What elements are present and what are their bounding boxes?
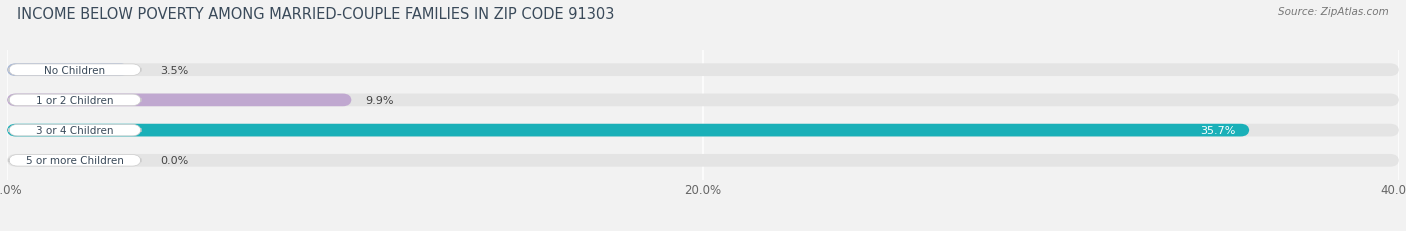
FancyBboxPatch shape <box>7 154 1399 167</box>
FancyBboxPatch shape <box>7 94 1399 107</box>
FancyBboxPatch shape <box>7 64 1399 77</box>
Text: No Children: No Children <box>45 65 105 75</box>
Text: 9.9%: 9.9% <box>366 95 394 105</box>
Text: 35.7%: 35.7% <box>1201 126 1236 136</box>
Text: 1 or 2 Children: 1 or 2 Children <box>37 95 114 105</box>
FancyBboxPatch shape <box>7 124 1250 137</box>
FancyBboxPatch shape <box>7 94 351 107</box>
Text: Source: ZipAtlas.com: Source: ZipAtlas.com <box>1278 7 1389 17</box>
Text: 3.5%: 3.5% <box>160 65 188 75</box>
Text: 3 or 4 Children: 3 or 4 Children <box>37 126 114 136</box>
FancyBboxPatch shape <box>7 64 129 77</box>
Text: INCOME BELOW POVERTY AMONG MARRIED-COUPLE FAMILIES IN ZIP CODE 91303: INCOME BELOW POVERTY AMONG MARRIED-COUPL… <box>17 7 614 22</box>
FancyBboxPatch shape <box>8 65 141 76</box>
Text: 0.0%: 0.0% <box>160 156 188 166</box>
FancyBboxPatch shape <box>8 125 141 136</box>
FancyBboxPatch shape <box>7 124 1399 137</box>
FancyBboxPatch shape <box>8 95 141 106</box>
FancyBboxPatch shape <box>8 155 141 166</box>
Text: 5 or more Children: 5 or more Children <box>25 156 124 166</box>
